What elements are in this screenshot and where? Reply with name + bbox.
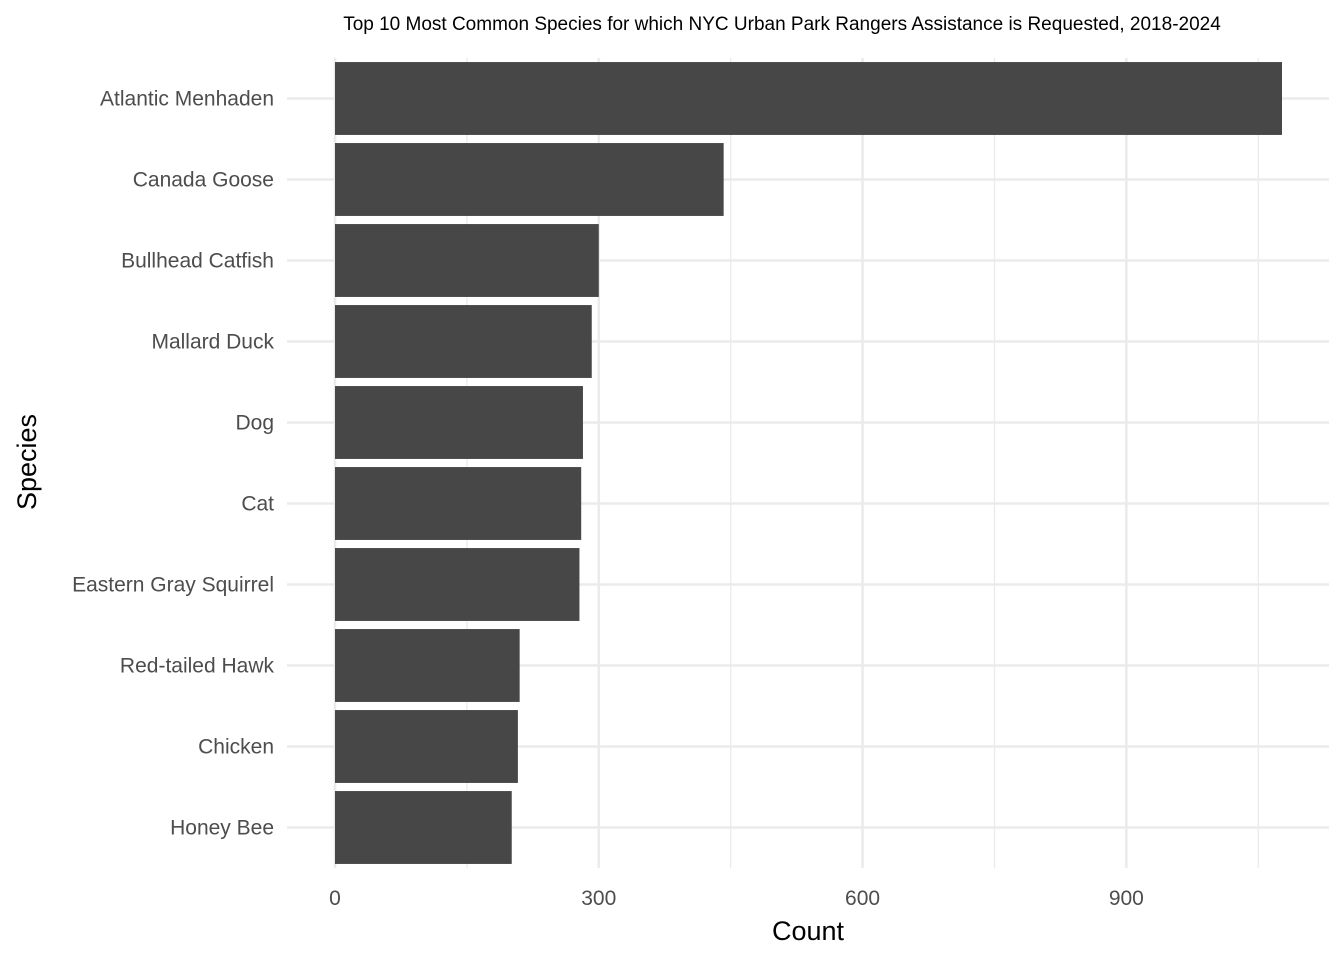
- x-tick-label: 300: [581, 887, 616, 910]
- bar-cat: [335, 467, 582, 540]
- bar-atlantic-menhaden: [335, 62, 1282, 135]
- y-tick-label: Eastern Gray Squirrel: [72, 574, 274, 597]
- x-tick-labels: 0 300 600 900: [329, 887, 1144, 910]
- bar-dog: [335, 386, 583, 459]
- x-tick-label: 0: [329, 887, 341, 910]
- x-tick-label: 600: [845, 887, 880, 910]
- y-tick-labels: Atlantic Menhaden Canada Goose Bullhead Ca…: [72, 88, 274, 840]
- chart-title: Top 10 Most Common Species for which NYC…: [343, 14, 1221, 35]
- y-tick-label: Bullhead Catfish: [121, 250, 274, 273]
- y-tick-label: Chicken: [198, 736, 274, 759]
- y-tick-label: Atlantic Menhaden: [100, 88, 274, 111]
- y-tick-label: Dog: [235, 412, 274, 435]
- y-tick-label: Mallard Duck: [151, 331, 274, 354]
- x-axis-title: Count: [772, 916, 845, 946]
- y-tick-label: Cat: [241, 493, 274, 516]
- bar-chicken: [335, 710, 518, 783]
- bar-eastern-gray-squirrel: [335, 548, 580, 621]
- bar-red-tailed-hawk: [335, 629, 520, 702]
- bar-bullhead-catfish: [335, 224, 599, 297]
- bar-mallard-duck: [335, 305, 592, 378]
- y-tick-label: Red-tailed Hawk: [120, 655, 275, 678]
- bar-honey-bee: [335, 791, 512, 864]
- y-tick-label: Canada Goose: [133, 169, 274, 192]
- y-tick-label: Honey Bee: [170, 817, 274, 840]
- x-tick-label: 900: [1109, 887, 1144, 910]
- bar-canada-goose: [335, 143, 724, 216]
- y-axis-title: Species: [12, 414, 42, 510]
- bars: [335, 62, 1282, 864]
